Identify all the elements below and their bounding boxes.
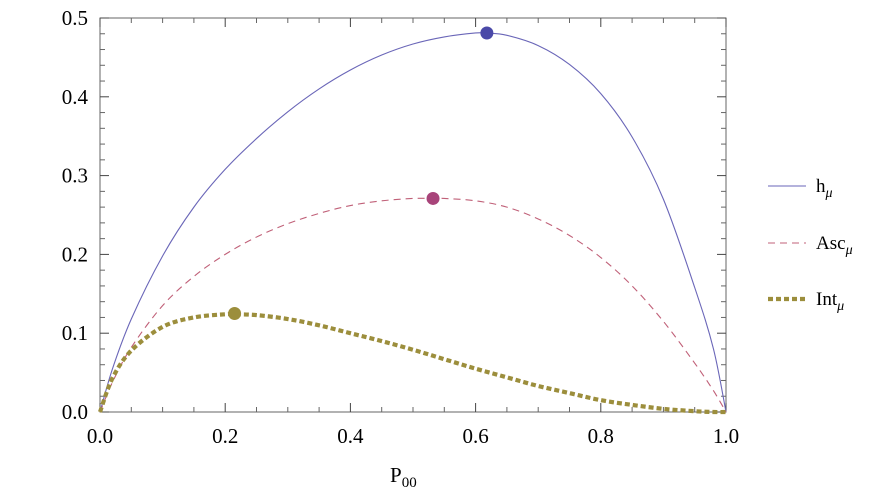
x-tick-label: 1.0 (713, 424, 739, 448)
series-max-marker-2 (228, 307, 242, 320)
x-tick-label: 0.0 (87, 424, 113, 448)
x-tick-label: 0.8 (588, 424, 614, 448)
legend-label-sub: μ (845, 243, 853, 258)
y-tick-label: 0.5 (62, 6, 88, 30)
tick-labels: 0.0 0.2 0.4 0.6 0.8 1.0 0.0 0.1 0.2 0.3 0.4 0.5 (62, 6, 739, 448)
y-tick-label: 0.2 (62, 242, 88, 266)
legend-label-main: h (816, 176, 826, 197)
y-tick-label: 0.4 (62, 85, 89, 109)
y-tick-label: 0.3 (62, 164, 88, 188)
legend-label-main: Int (816, 289, 838, 310)
legend-label-1: Ascμ (816, 233, 853, 258)
plot-frame (99, 17, 727, 413)
legend-label-2: Intμ (816, 289, 844, 314)
series-line-0 (99, 32, 727, 413)
marker-layer (228, 26, 494, 320)
series-max-marker-0 (480, 26, 494, 40)
axis-ticks (99, 17, 727, 413)
series-line-2 (98, 311, 727, 415)
y-tick-label: 0.1 (62, 321, 88, 345)
series-max-marker-1 (426, 191, 440, 205)
x-axis-label: P00 (390, 463, 417, 491)
y-tick-label: 0.0 (62, 400, 88, 424)
x-tick-label: 0.2 (212, 424, 238, 448)
x-tick-label: 0.4 (337, 424, 364, 448)
x-axis-label-main: P (390, 463, 402, 487)
x-tick-label: 0.6 (462, 424, 488, 448)
legend-label-sub: μ (825, 186, 833, 201)
legend-label-sub: μ (836, 299, 844, 314)
series-layer (98, 32, 727, 415)
legend-label-0: hμ (816, 176, 833, 201)
x-axis-label-sub: 00 (402, 475, 417, 491)
series-line-1 (99, 197, 727, 413)
legend-label-main: Asc (816, 233, 846, 254)
